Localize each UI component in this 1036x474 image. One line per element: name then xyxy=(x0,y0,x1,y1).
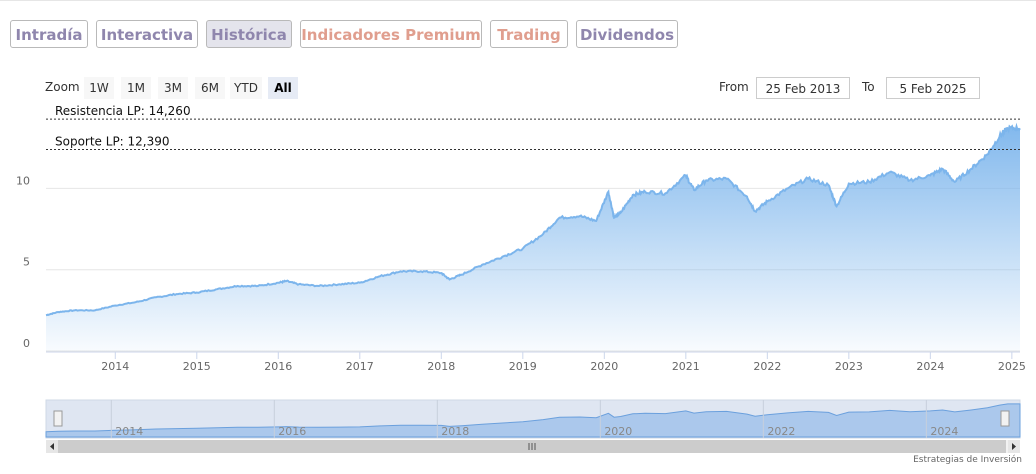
x-tick-label: 2018 xyxy=(427,360,455,373)
navigator-tick-label: 2014 xyxy=(115,425,143,438)
navigator-handle-left[interactable] xyxy=(53,410,63,427)
x-tick-label: 2020 xyxy=(590,360,618,373)
navigator-area xyxy=(45,403,1021,438)
tab-trading[interactable]: Trading xyxy=(490,20,568,48)
zoom-1w-button[interactable]: 1W xyxy=(84,77,114,99)
x-tick-label: 2019 xyxy=(509,360,537,373)
scrollbar[interactable] xyxy=(46,440,1020,453)
navigator-tick-label: 2018 xyxy=(441,425,469,438)
y-tick-label: 5 xyxy=(23,256,30,269)
zoom-ytd-button[interactable]: YTD xyxy=(230,77,262,99)
navigator-tick-label: 2016 xyxy=(278,425,306,438)
zoom-1m-button[interactable]: 1M xyxy=(121,77,151,99)
y-tick-label: 10 xyxy=(16,174,30,187)
tab-interactiva[interactable]: Interactiva xyxy=(96,20,198,48)
x-tick-label: 2022 xyxy=(753,360,781,373)
annotation-label: Soporte LP: 12,390 xyxy=(55,135,170,149)
annotation-label: Resistencia LP: 14,260 xyxy=(55,104,191,118)
y-axis-labels: 0 5 10 xyxy=(16,174,30,350)
footer-credit: Estrategias de Inversión xyxy=(913,455,1022,465)
to-label: To xyxy=(862,80,875,94)
zoom-3m-button[interactable]: 3M xyxy=(158,77,188,99)
tab-historica[interactable]: Histórica xyxy=(206,20,292,48)
x-tick-label: 2016 xyxy=(264,360,292,373)
zoom-all-button[interactable]: All xyxy=(268,77,298,99)
zoom-6m-button[interactable]: 6M xyxy=(195,77,225,99)
navigator-ticks: 2014 2016 2018 2020 2022 2024 xyxy=(110,400,958,438)
x-tick-label: 2025 xyxy=(998,360,1026,373)
x-tick-label: 2024 xyxy=(916,360,944,373)
x-axis: 2014 2015 2016 2017 2018 2019 2020 2021 2022 2023… xyxy=(46,351,1026,373)
price-area xyxy=(46,126,1020,351)
tab-dividendos[interactable]: Dividendos xyxy=(576,20,678,48)
from-date-input[interactable]: 25 Feb 2013 xyxy=(756,77,850,99)
navigator-tick-label: 2024 xyxy=(930,425,958,438)
x-tick-label: 2015 xyxy=(183,360,211,373)
x-tick-label: 2014 xyxy=(101,360,129,373)
zoom-label: Zoom xyxy=(45,80,80,94)
tab-indicadores-premium[interactable]: Indicadores Premium xyxy=(300,20,482,48)
grip-icon xyxy=(528,443,536,450)
tab-intradia[interactable]: Intradía xyxy=(10,20,88,48)
x-tick-label: 2017 xyxy=(346,360,374,373)
navigator-tick-label: 2020 xyxy=(604,425,632,438)
x-tick-label: 2023 xyxy=(835,360,863,373)
top-divider xyxy=(0,0,1036,1)
arrow-right-icon xyxy=(1012,443,1016,450)
navigator-handle-right[interactable] xyxy=(1000,410,1010,427)
from-label: From xyxy=(719,80,749,94)
x-tick-label: 2021 xyxy=(672,360,700,373)
annotations: Resistencia LP: 14,260 Soporte LP: 12,390 xyxy=(46,104,1020,151)
navigator[interactable]: 2014 2016 2018 2020 2022 2024 xyxy=(45,399,1021,439)
arrow-left-icon xyxy=(50,443,54,450)
price-line xyxy=(45,122,1021,317)
y-tick-label: 0 xyxy=(23,337,30,350)
to-date-input[interactable]: 5 Feb 2025 xyxy=(886,77,980,99)
navigator-tick-label: 2022 xyxy=(767,425,795,438)
